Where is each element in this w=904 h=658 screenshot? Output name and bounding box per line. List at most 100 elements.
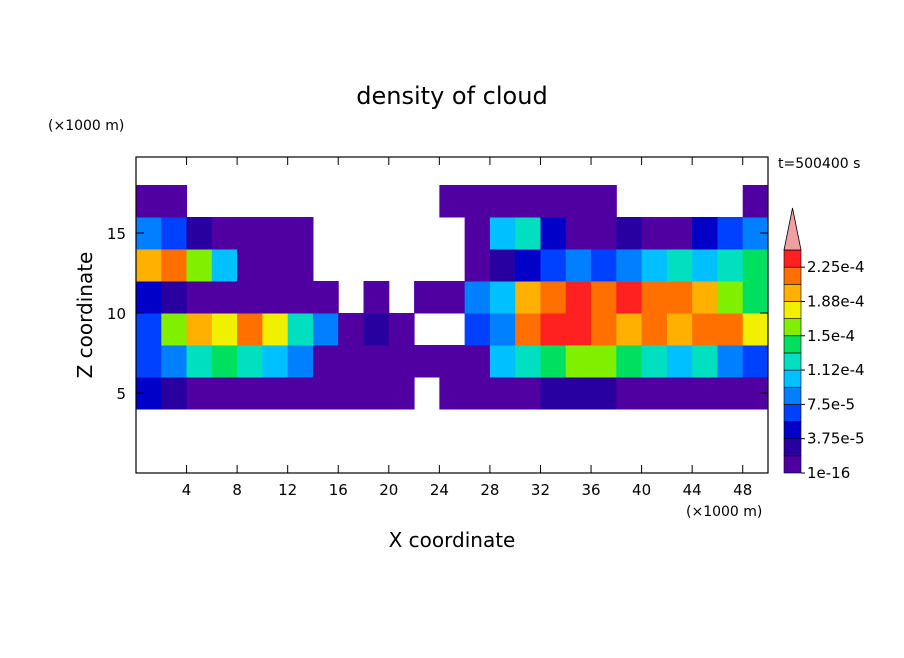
- cell: [287, 377, 314, 410]
- cell: [515, 249, 541, 282]
- colorbar-tick-label: 3.75e-5: [807, 430, 865, 448]
- time-label: t=500400 s: [778, 156, 860, 172]
- colorbar-box: [783, 249, 802, 268]
- cell: [717, 281, 744, 314]
- x-tick-label: 32: [531, 481, 550, 499]
- cell: [414, 281, 440, 314]
- cell: [338, 313, 365, 346]
- cell: [666, 345, 693, 378]
- cell: [136, 345, 162, 378]
- cell: [616, 249, 643, 282]
- cell: [363, 313, 390, 346]
- cell: [136, 249, 162, 282]
- cell: [591, 313, 617, 346]
- cell: [338, 345, 365, 378]
- cell: [540, 313, 567, 346]
- cell: [388, 377, 415, 410]
- y-unit: (×1000 m): [48, 118, 124, 134]
- cell: [161, 185, 188, 218]
- cell: [565, 313, 592, 346]
- cell: [136, 185, 162, 218]
- cell: [186, 345, 213, 378]
- colorbar-box: [783, 318, 802, 337]
- cell: [414, 345, 440, 378]
- cell: [388, 313, 415, 346]
- cell: [363, 377, 390, 410]
- cell: [616, 377, 643, 410]
- cell: [237, 345, 263, 378]
- colorbar-tick-label: 1.5e-4: [807, 327, 855, 345]
- cell: [591, 249, 617, 282]
- cell: [464, 249, 491, 282]
- cell: [742, 185, 768, 218]
- colorbar-box: [783, 266, 802, 285]
- colorbar-extend: [783, 207, 802, 251]
- colorbar-box: [783, 352, 802, 371]
- cell: [211, 249, 238, 282]
- cell: [489, 377, 516, 410]
- cell: [515, 281, 541, 314]
- cell: [186, 281, 213, 314]
- cell: [515, 377, 541, 410]
- cell: [211, 345, 238, 378]
- cell: [565, 249, 592, 282]
- colorbar-box: [783, 335, 802, 354]
- colorbar-tick-label: 7.5e-5: [807, 395, 855, 413]
- plot-frame: [135, 156, 769, 474]
- cell: [439, 185, 466, 218]
- cell: [262, 377, 289, 410]
- cell: [591, 345, 617, 378]
- x-axis-label: X coordinate: [389, 528, 516, 552]
- cell: [717, 377, 744, 410]
- colorbar-box: [783, 369, 802, 388]
- cell: [363, 281, 390, 314]
- cell: [515, 217, 541, 250]
- x-tick-label: 12: [278, 481, 297, 499]
- chart-title: density of cloud: [356, 82, 547, 110]
- cell: [515, 185, 541, 218]
- cell: [616, 217, 643, 250]
- cell: [464, 281, 491, 314]
- cell: [489, 345, 516, 378]
- y-axis-label: Z coordinate: [73, 252, 97, 379]
- colorbar-tick-label: 1.88e-4: [807, 292, 865, 310]
- cell: [211, 281, 238, 314]
- cell: [262, 249, 289, 282]
- cell: [338, 377, 365, 410]
- cell: [237, 313, 263, 346]
- x-tick-label: 36: [581, 481, 600, 499]
- cell: [312, 377, 339, 410]
- cell: [641, 281, 668, 314]
- cell: [464, 345, 491, 378]
- cell: [591, 377, 617, 410]
- cell: [692, 377, 718, 410]
- cell: [641, 345, 668, 378]
- cell: [161, 313, 188, 346]
- cell: [211, 313, 238, 346]
- cell: [489, 281, 516, 314]
- cell: [692, 217, 718, 250]
- cell: [591, 217, 617, 250]
- cell: [237, 249, 263, 282]
- cell: [717, 313, 744, 346]
- field: [136, 185, 768, 410]
- cell: [287, 281, 314, 314]
- colorbar-tick-label: 1.12e-4: [807, 361, 865, 379]
- cell: [540, 217, 567, 250]
- cell: [161, 249, 188, 282]
- x-tick-label: 40: [632, 481, 651, 499]
- cell: [616, 281, 643, 314]
- cell: [186, 377, 213, 410]
- colorbar-box: [783, 284, 802, 302]
- cell: [136, 313, 162, 346]
- colorbar-box: [783, 455, 802, 474]
- cell: [312, 281, 339, 314]
- cell: [692, 249, 718, 282]
- cell: [464, 217, 491, 250]
- cell: [489, 313, 516, 346]
- cell: [515, 345, 541, 378]
- cell: [717, 249, 744, 282]
- cell: [515, 313, 541, 346]
- cell: [136, 281, 162, 314]
- y-tick-label: 10: [107, 305, 126, 323]
